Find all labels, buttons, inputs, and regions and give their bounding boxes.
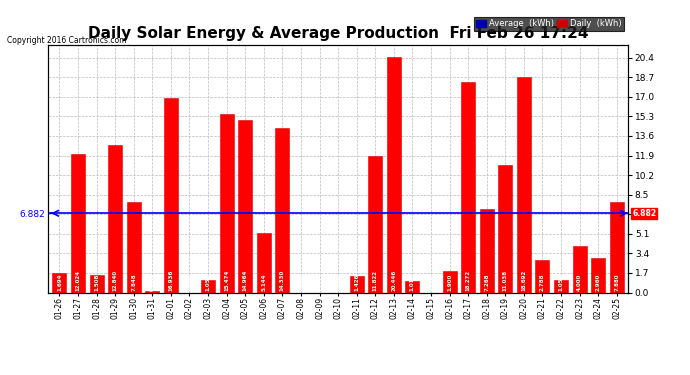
Text: 0.096: 0.096 [150,274,155,291]
Text: 7.880: 7.880 [614,274,619,291]
Legend: Average  (kWh), Daily  (kWh): Average (kWh), Daily (kWh) [474,17,624,31]
Bar [219,114,234,292]
Bar [554,280,568,292]
Text: 1.508: 1.508 [94,274,99,291]
Text: 0.000: 0.000 [428,274,433,291]
Text: Copyright 2016 Cartronics.com: Copyright 2016 Cartronics.com [7,36,126,45]
Text: 1.694: 1.694 [57,274,62,291]
Bar [461,82,475,292]
Bar [90,275,104,292]
Bar [535,260,549,292]
Text: 1.052: 1.052 [558,274,564,291]
Text: 12.024: 12.024 [75,270,81,291]
Bar [442,271,457,292]
Bar [164,98,178,292]
Text: 0.000: 0.000 [187,274,192,291]
Text: 11.822: 11.822 [373,270,377,291]
Bar [573,246,586,292]
Title: Daily Solar Energy & Average Production  Fri Feb 26 17:24: Daily Solar Energy & Average Production … [88,26,589,41]
Text: 20.446: 20.446 [391,270,396,291]
Text: 14.964: 14.964 [243,270,248,291]
Text: 1.058: 1.058 [206,274,210,291]
Bar [610,202,624,292]
Text: 0.000: 0.000 [335,274,341,291]
Text: 2.960: 2.960 [595,274,601,291]
Text: 11.038: 11.038 [503,270,508,291]
Bar [406,281,420,292]
Bar [127,202,141,292]
Text: 18.692: 18.692 [522,270,526,291]
Bar [591,258,605,292]
Text: 4.000: 4.000 [577,274,582,291]
Bar [275,128,289,292]
Text: 1.426: 1.426 [354,274,359,291]
Text: 12.840: 12.840 [112,270,118,291]
Bar [71,154,85,292]
Text: 16.936: 16.936 [168,270,173,291]
Bar [108,145,122,292]
Text: 6.882: 6.882 [632,209,656,218]
Bar [52,273,66,292]
Bar [498,165,512,292]
Text: 7.268: 7.268 [484,274,489,291]
Text: 1.010: 1.010 [410,274,415,291]
Bar [517,77,531,292]
Text: 18.272: 18.272 [466,270,471,291]
Text: 7.848: 7.848 [131,274,136,291]
Bar [257,233,270,292]
Bar [238,120,252,292]
Text: 2.788: 2.788 [540,274,545,291]
Text: 14.330: 14.330 [280,270,285,291]
Bar [201,280,215,292]
Text: 1.900: 1.900 [447,274,452,291]
Bar [350,276,364,292]
Bar [146,291,159,292]
Text: 0.000: 0.000 [299,274,304,291]
Text: 5.144: 5.144 [262,274,266,291]
Bar [387,57,401,292]
Text: 0.000: 0.000 [317,274,322,291]
Bar [480,209,493,292]
Bar [368,156,382,292]
Text: 15.474: 15.474 [224,270,229,291]
